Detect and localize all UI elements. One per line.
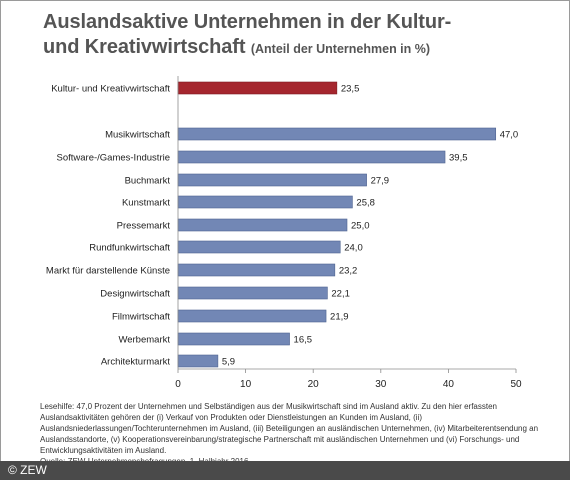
x-tick-label: 50 bbox=[510, 379, 522, 390]
bar bbox=[177, 150, 446, 164]
chart-subtitle: (Anteil der Unternehmen in %) bbox=[250, 42, 431, 56]
category-label: Software-/Games-Industrie bbox=[56, 153, 170, 164]
bar bbox=[177, 263, 336, 277]
value-label: 25,8 bbox=[356, 198, 375, 209]
x-tick-label: 20 bbox=[308, 379, 320, 390]
chart-title-line2-wrap: und Kreativwirtschaft (Anteil der Untern… bbox=[43, 35, 563, 62]
chart-title: Auslandsaktive Unternehmen in der Kultur… bbox=[43, 10, 563, 62]
x-tick-label: 10 bbox=[240, 379, 252, 390]
category-label: Musikwirtschaft bbox=[105, 130, 170, 141]
category-label: Filmwirtschaft bbox=[112, 312, 170, 323]
category-label: Kultur- und Kreativwirtschaft bbox=[51, 84, 170, 95]
value-label: 25,0 bbox=[351, 221, 370, 232]
chart-notes: Lesehilfe: 47,0 Prozent der Unternehmen … bbox=[40, 401, 550, 467]
value-label: 47,0 bbox=[500, 130, 518, 141]
value-label: 39,5 bbox=[449, 153, 468, 164]
reading-aid-text: Lesehilfe: 47,0 Prozent der Unternehmen … bbox=[40, 402, 539, 455]
chart-title-line2: und Kreativwirtschaft bbox=[43, 36, 246, 58]
category-label: Buchmarkt bbox=[125, 176, 171, 187]
value-label: 23,2 bbox=[339, 266, 358, 277]
bar bbox=[177, 127, 497, 141]
value-label: 16,5 bbox=[294, 335, 313, 346]
category-label: Kunstmarkt bbox=[122, 198, 170, 209]
category-label: Designwirtschaft bbox=[100, 289, 170, 300]
value-label: 27,9 bbox=[371, 176, 390, 187]
bar bbox=[177, 332, 290, 346]
bar bbox=[177, 354, 219, 368]
copyright-footer: © ZEW bbox=[0, 461, 570, 480]
bar-chart: Kultur- und Kreativwirtschaft 23,5 Musikwi… bbox=[46, 76, 522, 390]
value-label: 21,9 bbox=[330, 312, 349, 323]
value-label: 23,5 bbox=[341, 84, 360, 95]
category-label: Rundfunkwirtschaft bbox=[89, 243, 170, 254]
category-label: Markt für darstellende Künste bbox=[46, 266, 170, 277]
bar bbox=[177, 240, 341, 254]
value-label: 24,0 bbox=[344, 243, 363, 254]
value-label: 5,9 bbox=[222, 357, 235, 368]
bar bbox=[177, 309, 327, 323]
value-label: 22,1 bbox=[331, 289, 350, 300]
bar bbox=[177, 218, 348, 232]
copyright-text: © ZEW bbox=[8, 463, 47, 477]
x-tick-label: 40 bbox=[443, 379, 455, 390]
category-label: Werbemarkt bbox=[118, 335, 170, 346]
bar bbox=[177, 195, 353, 209]
category-label: Pressemarkt bbox=[117, 221, 171, 232]
bar bbox=[177, 81, 338, 95]
bar bbox=[177, 286, 328, 300]
chart-title-line1: Auslandsaktive Unternehmen in der Kultur… bbox=[43, 11, 452, 33]
category-label: Architekturmarkt bbox=[101, 357, 171, 368]
bar bbox=[177, 173, 367, 187]
x-tick-label: 30 bbox=[375, 379, 387, 390]
x-tick-label: 0 bbox=[175, 379, 181, 390]
